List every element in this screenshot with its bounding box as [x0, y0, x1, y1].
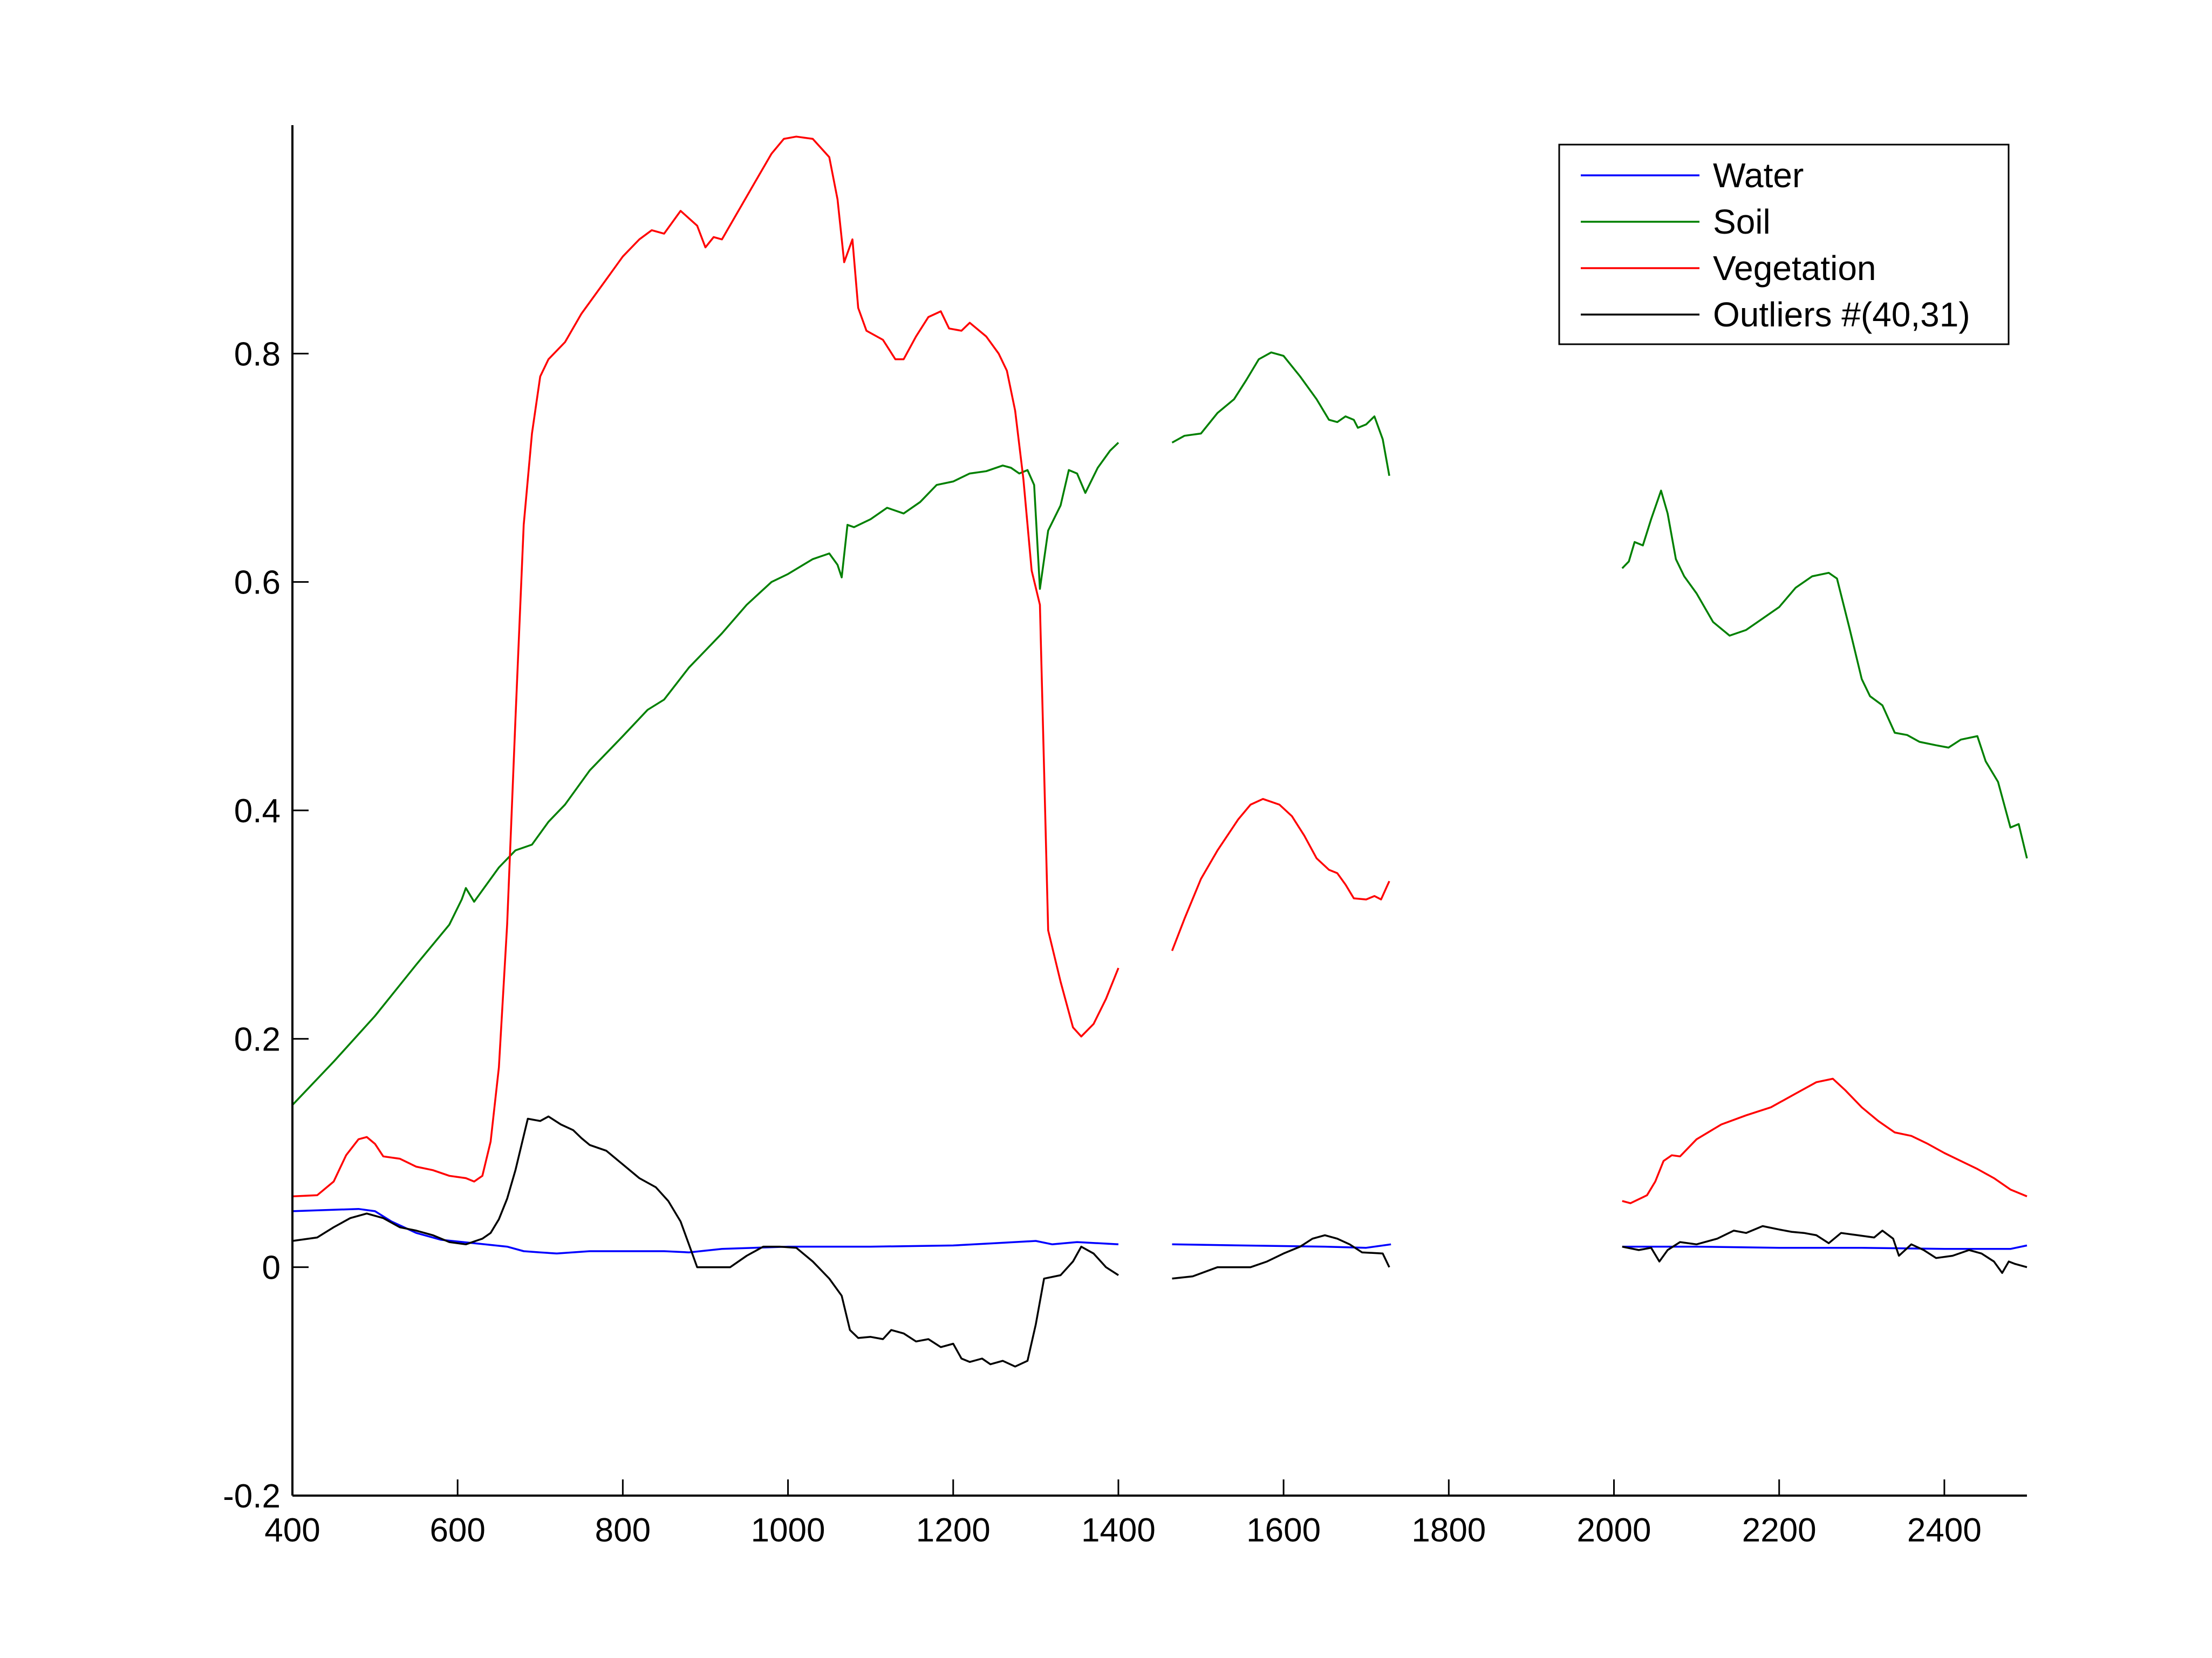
x-tick-label: 2000	[1577, 1512, 1651, 1549]
x-tick-label: 2200	[1742, 1512, 1817, 1549]
legend-label: Water	[1713, 156, 1804, 195]
series-2	[292, 135, 2027, 1204]
series-line-0-2	[1622, 1244, 2027, 1250]
y-tick-label: 0.6	[234, 564, 281, 602]
x-tick-label: 2400	[1907, 1512, 1982, 1549]
legend-box	[1558, 144, 2010, 345]
series-line-0-0	[292, 1207, 1119, 1255]
x-tick-label: 1000	[751, 1512, 825, 1549]
series-line-3-1	[1172, 1234, 1390, 1280]
legend-entries: Water Soil Vegetation Outliers #(40,31)	[1581, 156, 1970, 334]
series-line-3-2	[1622, 1225, 2027, 1274]
x-tick-label: 400	[264, 1512, 320, 1549]
series-0	[292, 1207, 2027, 1255]
y-tick-label: -0.2	[223, 1478, 281, 1515]
series-line-2-0	[292, 135, 1119, 1198]
series-line-2-2	[1622, 1077, 2027, 1204]
x-tick-label: 1400	[1081, 1512, 1156, 1549]
y-tick-label: 0	[262, 1250, 281, 1287]
legend-label: Vegetation	[1713, 249, 1876, 288]
x-ticks: 400 600 800 1000 1200 1400 1600 1800 2000 2200 240…	[264, 1479, 1982, 1549]
x-tick-label: 1600	[1246, 1512, 1321, 1549]
x-tick-label: 1800	[1411, 1512, 1486, 1549]
x-tick-label: 1200	[916, 1512, 991, 1549]
series-3	[292, 1115, 2027, 1368]
x-tick-label: 800	[595, 1512, 651, 1549]
series-line-2-1	[1171, 798, 1390, 951]
y-tick-label: 0.2	[234, 1021, 281, 1058]
series-line-3-0	[292, 1115, 1119, 1368]
y-tick-label: 0.4	[234, 793, 281, 830]
legend-label: Outliers #(40,31)	[1713, 295, 1970, 334]
y-ticks: -0.2 0 0.2 0.4 0.6 0.8	[223, 336, 309, 1515]
series-line-0-1	[1172, 1243, 1391, 1249]
series-line-1-2	[1621, 489, 2028, 859]
series-1	[291, 351, 2028, 1106]
series-line-1-1	[1171, 351, 1390, 476]
x-tick-label: 600	[429, 1512, 485, 1549]
legend: Water Soil Vegetation Outliers #(40,31)	[1558, 144, 2010, 345]
plot-lines	[291, 135, 2028, 1368]
legend-label: Soil	[1713, 202, 1771, 241]
y-tick-label: 0.8	[234, 336, 281, 373]
series-line-1-0	[291, 442, 1119, 1106]
